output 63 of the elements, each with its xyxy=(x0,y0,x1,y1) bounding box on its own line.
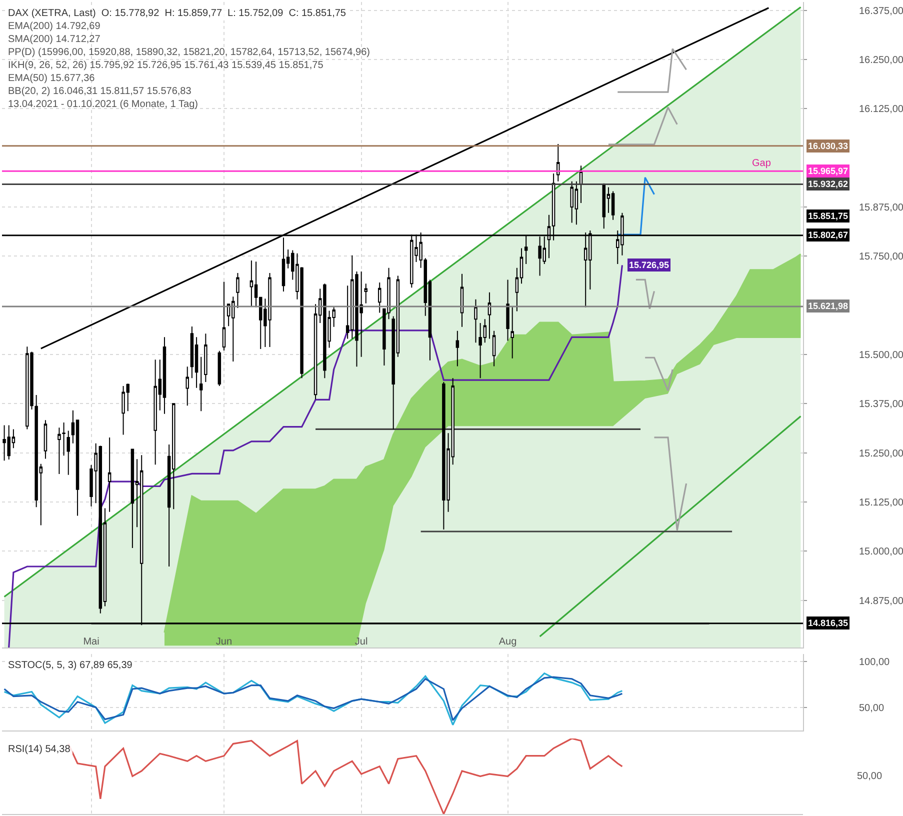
ref-line-label: 16.030,33 xyxy=(808,141,848,151)
ref-line-label: 15.965,97 xyxy=(808,166,848,176)
candlestick xyxy=(250,260,254,307)
candlestick xyxy=(186,366,189,406)
ref-line-label: 15.932,62 xyxy=(808,179,848,189)
candlestick xyxy=(506,279,510,342)
annotation: PP(D) (15996,00, 15920,88, 15890,32, 15821,20, 15782,64, 15713,52, 15674,96) xyxy=(8,47,370,58)
y-tick-label: 16.250,00 xyxy=(859,54,903,66)
text: RSI(14) 54,38 xyxy=(8,744,71,755)
candlestick xyxy=(556,144,560,182)
candlestick xyxy=(488,292,492,340)
ref-line-label: 15.621,98 xyxy=(808,301,848,311)
candlestick xyxy=(492,330,496,367)
candlestick xyxy=(579,165,583,204)
candlestick xyxy=(62,422,66,456)
y-tick-label: 15.125,00 xyxy=(859,497,903,508)
candlestick xyxy=(456,330,460,367)
ref-line-label: 14.816,35 xyxy=(808,618,848,628)
y-tick-label: 16.125,00 xyxy=(859,104,903,116)
x-tick-label: Jun xyxy=(216,636,232,648)
annotation: IKH(9, 26, 52, 26) 15.795,92 15.726,95 15.761,43 15.539,45 15.851,75 xyxy=(8,60,324,71)
candlestick xyxy=(378,282,382,314)
text: 15.851,75 xyxy=(808,211,848,221)
annotation: BB(20, 2) 16.046,31 15.811,57 15.576,83 xyxy=(8,86,192,97)
y-tick-label: 15.375,00 xyxy=(859,399,903,410)
candlestick xyxy=(162,336,166,414)
annotation: EMA(50) 15.677,36 xyxy=(8,73,96,84)
x-tick-label: Mai xyxy=(83,636,100,648)
candlestick xyxy=(510,306,514,359)
y-tick-label: 100,00 xyxy=(859,656,890,668)
text: SSTOC(5, 5, 3) 67,89 65,39 xyxy=(8,660,133,671)
text: DAX (XETRA, Last) O: 15.778,92 H: 15.859,77 L: 15.752,09 C: 15.851,75 xyxy=(8,8,346,19)
candlestick xyxy=(602,182,606,230)
candlestick xyxy=(44,420,48,460)
x-tick-label: Aug xyxy=(498,636,517,648)
y-tick-label: 15.875,00 xyxy=(859,202,903,214)
candlestick xyxy=(236,272,240,309)
annotation: SMA(200) 14.712,27 xyxy=(8,34,101,45)
candlestick xyxy=(58,427,61,475)
candlestick xyxy=(204,333,208,383)
annotation: Gap xyxy=(752,158,772,169)
annotation: 13.04.2021 - 01.10.2021 (6 Monate, 1 Tag) xyxy=(8,99,198,110)
data-label: 15.726,95 xyxy=(629,260,670,270)
candlestick xyxy=(611,190,615,220)
y-tick-label: 14.875,00 xyxy=(859,596,903,607)
candlestick xyxy=(66,430,70,476)
y-tick-label: 50,00 xyxy=(859,702,884,714)
candlestick xyxy=(130,448,134,549)
candlestick xyxy=(474,298,478,344)
annotation: EMA(200) 14.792,69 xyxy=(8,21,101,32)
y-tick-label: 15.750,00 xyxy=(859,252,903,263)
candlestick xyxy=(218,350,222,386)
candlestick xyxy=(199,356,203,412)
candlestick xyxy=(364,283,368,304)
y-tick-label: 15.250,00 xyxy=(859,448,903,460)
y-tick-label: 15.000,00 xyxy=(859,546,903,558)
y-tick-label: 15.500,00 xyxy=(859,350,903,361)
ref-line-label: 15.802,67 xyxy=(808,230,848,240)
y-tick-label: 16.375,00 xyxy=(859,6,903,17)
candlestick xyxy=(460,273,464,328)
line-series xyxy=(8,264,623,648)
candlestick xyxy=(108,436,112,512)
candlestick xyxy=(222,281,226,352)
